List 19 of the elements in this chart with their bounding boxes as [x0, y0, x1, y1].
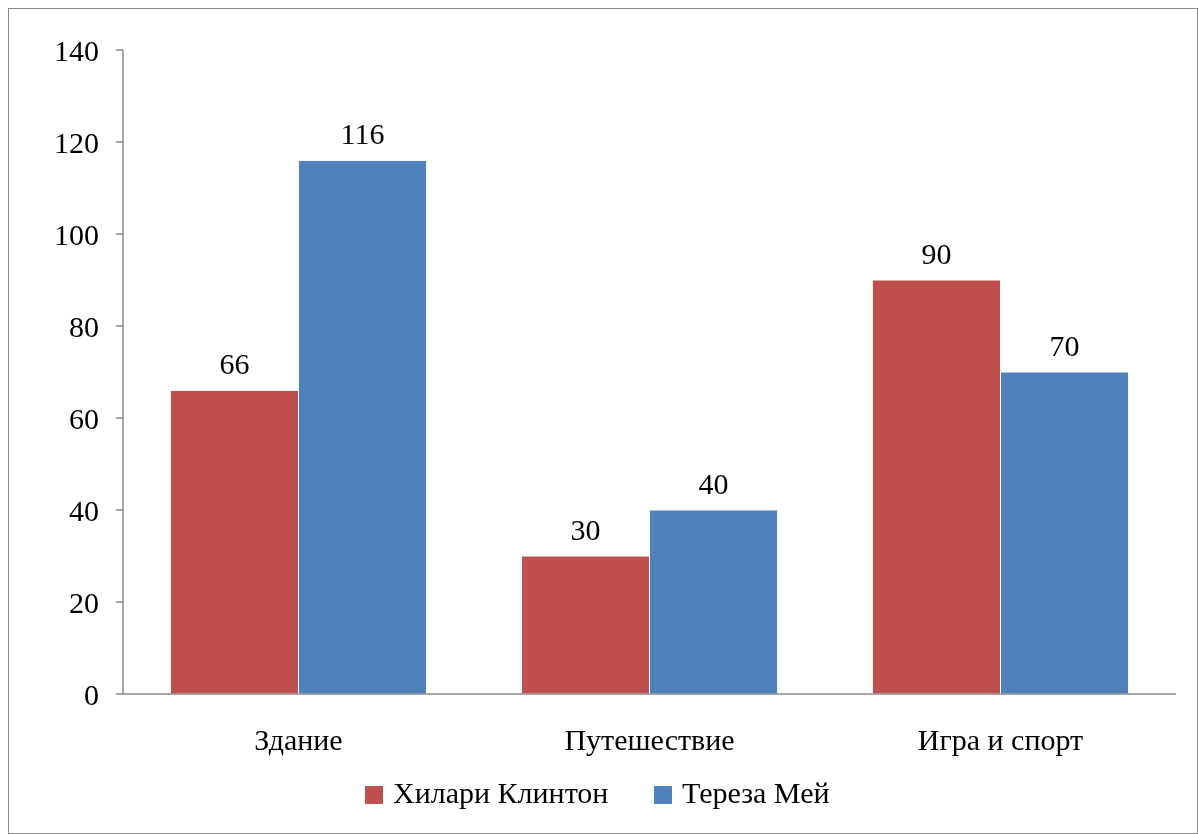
data-label: 40	[698, 467, 729, 500]
y-tick-label: 140	[54, 33, 99, 67]
y-tick-label: 120	[54, 125, 99, 159]
data-label: 116	[340, 117, 385, 151]
y-tick-label: 100	[54, 217, 99, 251]
x-tick-label: Путешествие	[564, 723, 735, 756]
y-tick-label: 40	[69, 493, 99, 527]
legend-label: Тереза Мей	[682, 775, 830, 809]
x-tick-label: Здание	[254, 723, 343, 756]
y-tick-label: 60	[69, 401, 99, 435]
data-label: 90	[921, 237, 952, 270]
data-label: 30	[570, 513, 601, 546]
y-tick-label: 0	[84, 677, 99, 711]
x-tick-label: Игра и спорт	[917, 723, 1084, 756]
y-tick-label: 80	[69, 309, 99, 343]
data-label: 70	[1049, 329, 1080, 362]
legend-label: Хилари Клинтон	[393, 775, 609, 809]
y-tick-label: 20	[69, 585, 99, 619]
data-label: 66	[219, 347, 250, 381]
